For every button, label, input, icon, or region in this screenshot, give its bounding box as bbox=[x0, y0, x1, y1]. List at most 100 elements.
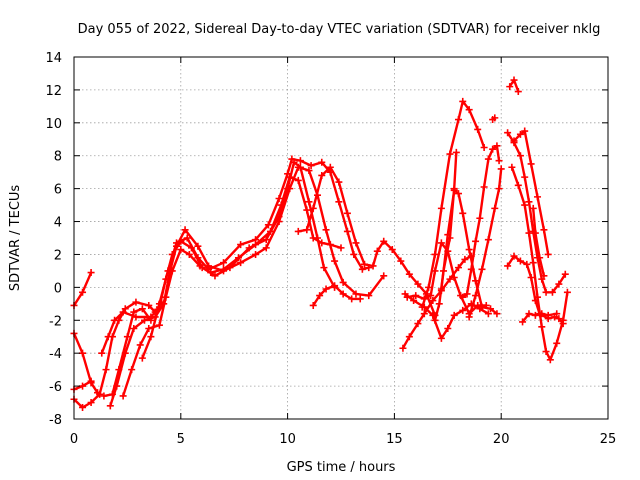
data-point bbox=[525, 198, 533, 206]
data-point bbox=[474, 301, 482, 309]
data-point bbox=[510, 76, 518, 84]
data-point bbox=[538, 323, 546, 331]
data-point bbox=[284, 170, 292, 178]
data-point bbox=[145, 301, 153, 309]
data-point bbox=[128, 366, 136, 374]
series-line bbox=[401, 254, 473, 350]
data-point bbox=[348, 295, 356, 303]
data-point bbox=[369, 262, 377, 270]
data-point bbox=[531, 297, 539, 305]
data-point bbox=[318, 158, 326, 166]
data-point bbox=[397, 257, 405, 265]
data-point bbox=[465, 313, 473, 321]
data-point bbox=[183, 234, 191, 242]
data-point bbox=[450, 186, 458, 194]
data-point bbox=[491, 204, 499, 212]
data-point bbox=[262, 236, 270, 244]
data-point bbox=[420, 310, 428, 318]
data-point bbox=[365, 292, 373, 300]
data-point bbox=[113, 382, 121, 390]
data-point bbox=[540, 226, 548, 234]
data-point bbox=[484, 155, 492, 163]
data-point bbox=[495, 185, 503, 193]
data-point bbox=[79, 288, 87, 296]
data-point bbox=[435, 300, 443, 308]
data-point bbox=[267, 227, 275, 235]
data-point bbox=[138, 305, 146, 313]
data-point bbox=[360, 260, 368, 268]
data-point bbox=[487, 305, 495, 313]
data-point bbox=[380, 237, 388, 245]
data-point bbox=[155, 300, 163, 308]
data-point bbox=[339, 278, 347, 286]
data-point bbox=[399, 344, 407, 352]
data-point bbox=[472, 277, 480, 285]
data-point bbox=[491, 114, 499, 122]
data-point bbox=[555, 315, 563, 323]
data-point bbox=[463, 290, 471, 298]
series-arc-21 bbox=[506, 76, 522, 96]
data-point bbox=[388, 246, 396, 254]
data-point bbox=[309, 234, 317, 242]
data-point bbox=[316, 292, 324, 300]
data-point bbox=[510, 137, 518, 145]
data-point bbox=[194, 242, 202, 250]
data-point bbox=[181, 226, 189, 234]
data-point bbox=[79, 382, 87, 390]
x-tick-label: 5 bbox=[177, 432, 185, 447]
data-point bbox=[350, 250, 358, 258]
data-point bbox=[472, 292, 480, 300]
data-point bbox=[277, 201, 285, 209]
data-point bbox=[489, 145, 497, 153]
data-point bbox=[459, 209, 467, 217]
data-point bbox=[544, 311, 552, 319]
data-point bbox=[521, 173, 529, 181]
data-point bbox=[454, 190, 462, 198]
data-point bbox=[472, 237, 480, 245]
data-point bbox=[514, 181, 522, 189]
data-point bbox=[559, 320, 567, 328]
data-point bbox=[461, 255, 469, 263]
data-point bbox=[414, 320, 422, 328]
data-point bbox=[164, 267, 172, 275]
data-point bbox=[220, 259, 228, 267]
data-point bbox=[504, 262, 512, 270]
data-point bbox=[536, 254, 544, 262]
data-point bbox=[296, 157, 304, 165]
data-point bbox=[356, 295, 364, 303]
data-point bbox=[525, 229, 533, 237]
data-point bbox=[87, 269, 95, 277]
data-point bbox=[431, 250, 439, 258]
data-point bbox=[531, 229, 539, 237]
data-point bbox=[516, 152, 524, 160]
data-point bbox=[427, 292, 435, 300]
data-point bbox=[523, 260, 531, 268]
data-point bbox=[431, 316, 439, 324]
data-point bbox=[527, 160, 535, 168]
data-point bbox=[521, 201, 529, 209]
data-point bbox=[322, 226, 330, 234]
y-tick-label: -8 bbox=[49, 413, 62, 428]
data-point bbox=[529, 204, 537, 212]
data-point bbox=[529, 259, 537, 267]
data-point bbox=[237, 241, 245, 249]
data-point bbox=[561, 270, 569, 278]
data-point bbox=[425, 283, 433, 291]
data-point bbox=[495, 157, 503, 165]
y-axis-label: SDTVAR / TECUs bbox=[8, 185, 23, 292]
series-arc-19 bbox=[465, 165, 505, 321]
data-point bbox=[437, 204, 445, 212]
data-point bbox=[343, 227, 351, 235]
data-point bbox=[130, 325, 138, 332]
data-point bbox=[294, 227, 302, 235]
data-point bbox=[454, 116, 462, 124]
data-point bbox=[437, 239, 445, 247]
data-point bbox=[252, 236, 260, 244]
series-arc-20 bbox=[489, 114, 499, 124]
series-arc-27 bbox=[529, 204, 548, 280]
data-point bbox=[450, 311, 458, 319]
data-point bbox=[138, 354, 146, 362]
data-point bbox=[531, 311, 539, 319]
data-point bbox=[542, 348, 550, 356]
